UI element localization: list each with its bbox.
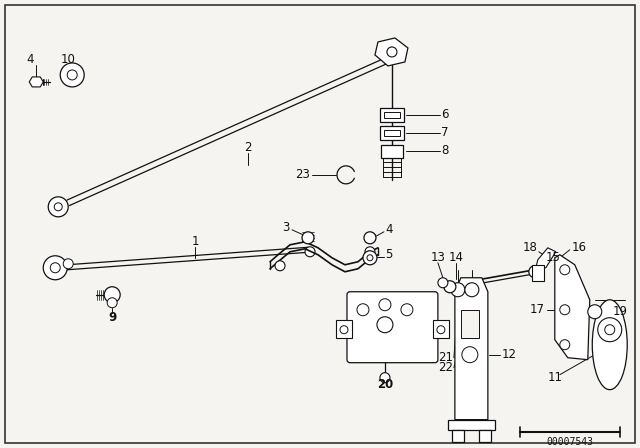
Circle shape <box>48 197 68 217</box>
Circle shape <box>50 263 60 273</box>
Text: 13: 13 <box>431 251 445 264</box>
Text: 3: 3 <box>283 221 290 234</box>
Bar <box>380 126 404 140</box>
Text: 7: 7 <box>441 126 449 139</box>
Circle shape <box>63 259 73 269</box>
Circle shape <box>67 70 77 80</box>
Bar <box>384 112 400 118</box>
Text: 8: 8 <box>441 144 448 157</box>
Text: 20: 20 <box>377 378 393 391</box>
Circle shape <box>451 283 465 297</box>
Polygon shape <box>536 248 556 268</box>
Text: 23: 23 <box>295 168 310 181</box>
Circle shape <box>387 47 397 57</box>
Circle shape <box>588 305 602 319</box>
Circle shape <box>380 373 390 383</box>
Circle shape <box>364 232 376 244</box>
Text: 22: 22 <box>438 361 453 374</box>
Text: 11: 11 <box>548 371 563 384</box>
Text: 14: 14 <box>449 251 463 264</box>
Polygon shape <box>479 430 491 442</box>
Bar <box>461 310 479 338</box>
Circle shape <box>275 261 285 271</box>
Text: 4: 4 <box>385 223 392 236</box>
Circle shape <box>462 347 478 363</box>
Circle shape <box>60 63 84 87</box>
Polygon shape <box>555 255 590 360</box>
Bar <box>380 108 404 122</box>
Text: 4: 4 <box>26 53 34 66</box>
Text: 15: 15 <box>546 251 561 264</box>
Bar <box>336 320 352 338</box>
Circle shape <box>54 203 62 211</box>
Circle shape <box>107 298 117 308</box>
Text: 6: 6 <box>441 108 449 121</box>
Circle shape <box>598 318 621 342</box>
Circle shape <box>367 255 373 261</box>
Circle shape <box>560 340 570 350</box>
Circle shape <box>357 304 369 316</box>
Text: 19: 19 <box>612 305 628 318</box>
Text: 9: 9 <box>108 311 116 324</box>
Circle shape <box>444 281 456 293</box>
Circle shape <box>529 266 541 278</box>
Polygon shape <box>452 430 464 442</box>
FancyBboxPatch shape <box>347 292 438 363</box>
Circle shape <box>605 325 615 335</box>
Circle shape <box>437 326 445 334</box>
Polygon shape <box>448 420 495 430</box>
Bar <box>381 145 403 158</box>
Circle shape <box>377 317 393 333</box>
Text: 10: 10 <box>61 53 76 66</box>
Circle shape <box>340 326 348 334</box>
Bar <box>532 265 544 281</box>
Text: 18: 18 <box>523 241 538 254</box>
Text: 1: 1 <box>191 235 199 248</box>
Circle shape <box>104 287 120 303</box>
Circle shape <box>44 256 67 280</box>
Polygon shape <box>455 278 488 420</box>
Polygon shape <box>29 77 44 87</box>
Polygon shape <box>375 38 408 66</box>
Text: 21: 21 <box>438 351 453 364</box>
Circle shape <box>465 283 479 297</box>
Text: 16: 16 <box>572 241 587 254</box>
Circle shape <box>560 305 570 315</box>
Circle shape <box>438 278 448 288</box>
Text: 5: 5 <box>385 248 392 261</box>
Bar <box>384 130 400 136</box>
Text: 17: 17 <box>530 303 545 316</box>
Ellipse shape <box>592 300 627 390</box>
Circle shape <box>305 247 315 257</box>
Circle shape <box>365 247 375 257</box>
Text: 12: 12 <box>502 348 517 361</box>
Circle shape <box>363 251 377 265</box>
Circle shape <box>302 232 314 244</box>
Circle shape <box>560 265 570 275</box>
Circle shape <box>401 304 413 316</box>
Text: 00007543: 00007543 <box>547 437 593 447</box>
Bar <box>433 320 449 338</box>
Text: 2: 2 <box>244 142 252 155</box>
Circle shape <box>379 299 391 311</box>
